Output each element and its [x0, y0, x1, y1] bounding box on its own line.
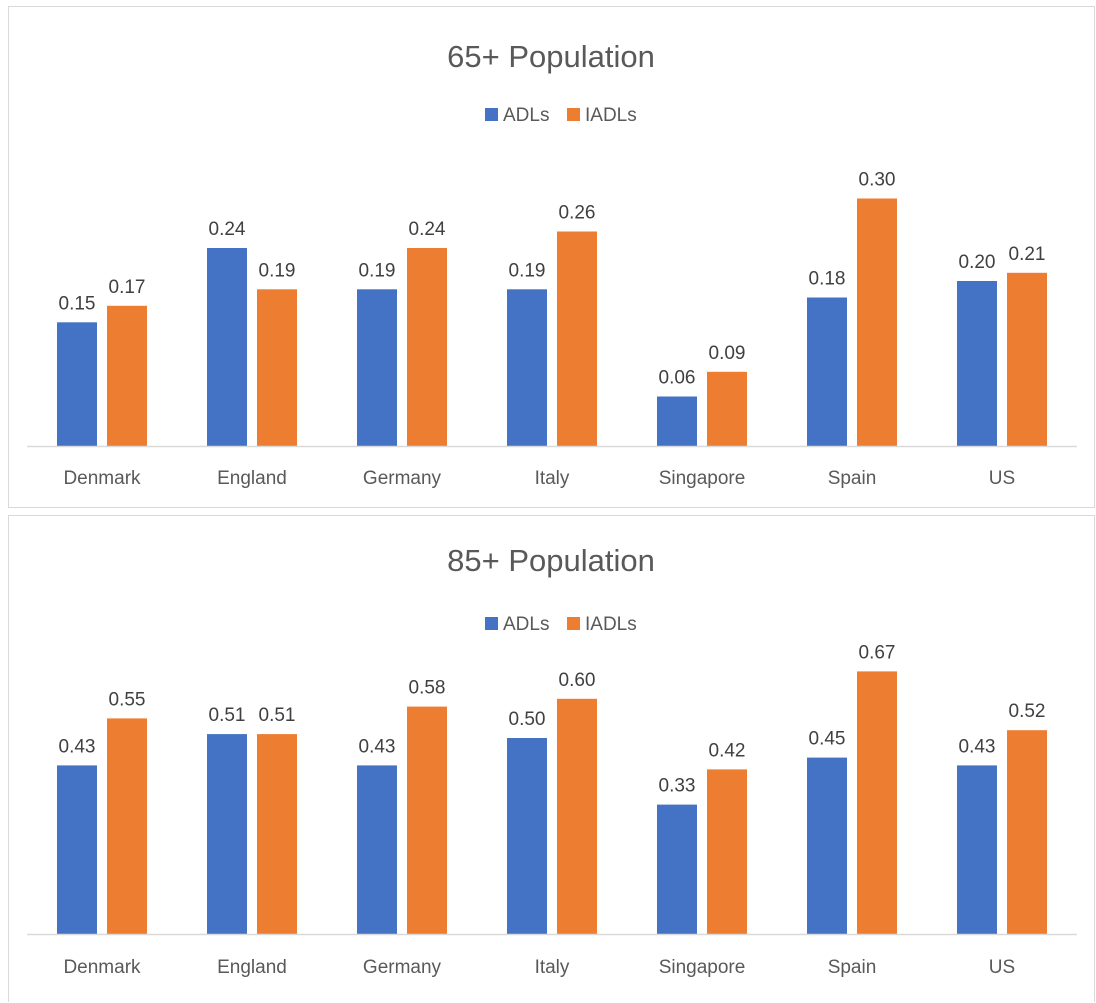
- data-label-adls-italy: 0.19: [509, 260, 546, 281]
- chart-title: 85+ Population: [447, 543, 655, 578]
- bar-adls-denmark: [57, 765, 97, 934]
- bar-iadls-england: [257, 289, 297, 447]
- bar-iadls-us: [1007, 730, 1047, 934]
- bar-adls-italy: [507, 738, 547, 934]
- bar-adls-singapore: [657, 396, 697, 446]
- x-tick-label: Italy: [535, 957, 570, 978]
- bar-iadls-germany: [407, 706, 447, 934]
- x-tick-label: Singapore: [659, 468, 746, 489]
- data-label-adls-denmark: 0.15: [59, 293, 96, 314]
- x-tick-label: Denmark: [63, 468, 141, 489]
- bar-iadls-italy: [557, 698, 597, 934]
- data-label-iadls-spain: 0.30: [859, 170, 896, 191]
- x-tick-label: Italy: [535, 468, 570, 489]
- chart-title: 65+ Population: [447, 39, 655, 74]
- bar-adls-spain: [807, 297, 847, 446]
- data-label-adls-england: 0.24: [209, 219, 246, 240]
- data-label-iadls-spain: 0.67: [859, 642, 896, 663]
- legend: ADLs IADLs: [485, 105, 637, 126]
- x-tick-label: Germany: [363, 468, 442, 489]
- bar-iadls-denmark: [107, 305, 147, 447]
- x-tick-label: Germany: [363, 957, 442, 978]
- bar-iadls-spain: [857, 671, 897, 934]
- x-tick-label: Spain: [828, 468, 877, 489]
- x-tick-label: US: [989, 468, 1015, 489]
- legend-label-adls: ADLs: [503, 105, 549, 126]
- data-label-iadls-denmark: 0.55: [109, 689, 146, 710]
- data-label-iadls-germany: 0.58: [409, 678, 446, 699]
- bar-iadls-germany: [407, 248, 447, 446]
- data-label-adls-denmark: 0.43: [59, 736, 96, 757]
- bar-iadls-spain: [857, 198, 897, 446]
- data-label-iadls-denmark: 0.17: [109, 277, 146, 298]
- chart-85-plus: 85+ Population ADLs IADLs 0.43 0.55 Denmar…: [27, 543, 1077, 978]
- data-label-adls-italy: 0.50: [509, 709, 546, 730]
- legend-swatch-iadls: [567, 108, 580, 121]
- bar-iadls-denmark: [107, 718, 147, 934]
- x-tick-label: England: [217, 468, 287, 489]
- bar-adls-denmark: [57, 322, 97, 447]
- data-label-adls-us: 0.43: [959, 736, 996, 757]
- bar-adls-germany: [357, 765, 397, 934]
- x-tick-label: US: [989, 957, 1015, 978]
- bar-iadls-italy: [557, 231, 597, 446]
- legend-label-iadls: IADLs: [585, 614, 637, 635]
- data-label-iadls-us: 0.21: [1009, 244, 1046, 265]
- bar-adls-singapore: [657, 804, 697, 934]
- legend-label-adls: ADLs: [503, 614, 549, 635]
- bar-iadls-england: [257, 734, 297, 934]
- data-label-adls-germany: 0.43: [359, 736, 396, 757]
- bar-adls-spain: [807, 757, 847, 934]
- x-tick-label: Spain: [828, 957, 877, 978]
- data-label-iadls-italy: 0.60: [559, 670, 596, 691]
- bar-iadls-us: [1007, 272, 1047, 447]
- data-label-iadls-us: 0.52: [1009, 701, 1046, 722]
- data-label-iadls-singapore: 0.09: [709, 343, 746, 364]
- data-label-adls-us: 0.20: [959, 252, 996, 273]
- legend-label-iadls: IADLs: [585, 105, 637, 126]
- chart-panel-85-plus: 85+ Population ADLs IADLs 0.43 0.55 Denmar…: [8, 515, 1095, 1002]
- data-label-adls-singapore: 0.33: [659, 776, 696, 797]
- data-label-adls-germany: 0.19: [359, 260, 396, 281]
- bar-adls-germany: [357, 289, 397, 447]
- legend-swatch-iadls: [567, 617, 580, 630]
- bar-adls-us: [957, 765, 997, 934]
- bar-adls-us: [957, 281, 997, 446]
- data-label-iadls-italy: 0.26: [559, 203, 596, 224]
- data-label-iadls-germany: 0.24: [409, 219, 446, 240]
- x-tick-label: Singapore: [659, 957, 746, 978]
- data-label-adls-spain: 0.18: [809, 269, 846, 290]
- x-tick-label: Denmark: [63, 957, 141, 978]
- data-label-adls-england: 0.51: [209, 705, 246, 726]
- x-tick-label: England: [217, 957, 287, 978]
- chart-panel-65-plus: 65+ Population ADLs IADLs 0.15 0.17 Denmar…: [8, 6, 1095, 508]
- bar-adls-england: [207, 248, 247, 446]
- legend-swatch-adls: [485, 617, 498, 630]
- data-label-iadls-england: 0.19: [259, 260, 296, 281]
- data-label-iadls-england: 0.51: [259, 705, 296, 726]
- data-label-adls-spain: 0.45: [809, 729, 846, 750]
- data-label-iadls-singapore: 0.42: [709, 740, 746, 761]
- bar-iadls-singapore: [707, 769, 747, 934]
- plot-area: 0.43 0.55 Denmark 0.51 0.51 England 0.43 0.58 Ge…: [27, 642, 1077, 978]
- data-label-adls-singapore: 0.06: [659, 368, 696, 389]
- chart-65-plus: 65+ Population ADLs IADLs 0.15 0.17 Denmar…: [27, 39, 1077, 489]
- bar-adls-england: [207, 734, 247, 934]
- plot-area: 0.15 0.17 Denmark 0.24 0.19 England 0.19 0.24 Ge…: [27, 170, 1077, 489]
- bar-iadls-singapore: [707, 371, 747, 447]
- legend: ADLs IADLs: [485, 614, 637, 635]
- legend-swatch-adls: [485, 108, 498, 121]
- bar-adls-italy: [507, 289, 547, 447]
